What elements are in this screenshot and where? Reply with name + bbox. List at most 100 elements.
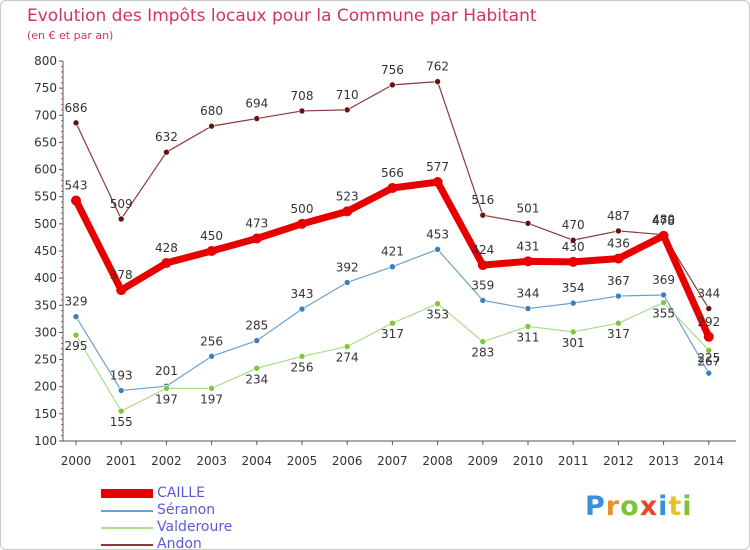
data-point <box>72 313 80 320</box>
data-label: 421 <box>381 245 404 259</box>
data-label: 710 <box>336 88 359 102</box>
data-label: 311 <box>517 330 540 344</box>
data-label: 256 <box>291 360 314 374</box>
data-point <box>705 305 713 312</box>
legend-item-séranon: Séranon <box>101 502 301 519</box>
legend-item-andon: Andon <box>101 536 301 549</box>
x-tick-label: 2007 <box>377 454 408 468</box>
data-label: 509 <box>110 197 133 211</box>
data-label: 355 <box>652 307 675 321</box>
data-label: 424 <box>471 243 494 257</box>
data-point <box>206 246 217 256</box>
y-tick-label: 550 <box>34 190 57 204</box>
x-tick-label: 2004 <box>242 454 273 468</box>
x-tick-label: 2014 <box>694 454 725 468</box>
data-label: 317 <box>381 327 404 341</box>
data-point <box>117 215 125 223</box>
data-point <box>613 253 624 264</box>
data-label: 234 <box>245 372 268 386</box>
data-point <box>389 319 396 327</box>
data-label: 378 <box>110 268 133 282</box>
data-point <box>660 291 667 299</box>
data-point <box>71 195 81 206</box>
data-label: 295 <box>65 339 88 353</box>
data-point <box>253 115 261 122</box>
y-tick-label: 800 <box>34 54 57 68</box>
logo-letter: i <box>682 491 693 522</box>
data-point <box>343 106 351 114</box>
data-label: 344 <box>517 287 540 301</box>
data-point <box>208 353 215 360</box>
data-point <box>343 343 351 350</box>
data-label: 577 <box>426 160 449 174</box>
data-label: 197 <box>200 392 223 406</box>
legend-label: Séranon <box>157 502 216 518</box>
data-point <box>615 227 622 235</box>
y-tick-label: 400 <box>34 271 57 285</box>
y-tick-label: 750 <box>34 81 57 95</box>
data-label: 329 <box>65 295 88 309</box>
data-point <box>163 148 170 156</box>
data-point <box>387 183 398 194</box>
data-label: 256 <box>200 334 223 348</box>
x-tick-label: 2001 <box>106 454 137 468</box>
data-point <box>524 305 532 312</box>
data-point <box>477 260 488 271</box>
data-label: 762 <box>426 60 449 74</box>
data-point <box>703 331 714 342</box>
data-label: 343 <box>291 287 314 301</box>
data-label: 478 <box>652 214 675 228</box>
data-label: 523 <box>336 189 359 203</box>
data-label: 197 <box>155 392 178 406</box>
data-point <box>569 236 577 244</box>
legend-item-caille: CAILLE <box>101 485 301 502</box>
data-point <box>343 279 351 286</box>
data-label: 516 <box>471 193 494 207</box>
data-label: 301 <box>562 336 585 350</box>
data-point <box>434 246 441 253</box>
y-tick-label: 300 <box>34 325 57 339</box>
x-tick-label: 2005 <box>287 454 318 468</box>
legend-swatch <box>101 489 153 498</box>
logo-letter: i <box>658 491 669 522</box>
data-point <box>524 323 532 330</box>
data-label: 392 <box>336 260 359 274</box>
y-tick-label: 250 <box>34 353 57 367</box>
data-point <box>251 233 262 244</box>
chart-subtitle: (en € et par an) <box>27 29 114 42</box>
data-point <box>298 107 306 115</box>
x-tick-label: 2012 <box>603 454 634 468</box>
y-tick-label: 200 <box>34 380 57 394</box>
data-point <box>342 206 353 217</box>
data-label: 501 <box>517 201 540 215</box>
data-label: 470 <box>562 218 585 232</box>
data-point <box>434 300 441 307</box>
x-tick-label: 2003 <box>196 454 227 468</box>
data-point <box>298 353 306 360</box>
data-label: 436 <box>607 237 630 251</box>
data-label: 201 <box>155 364 178 378</box>
data-label: 267 <box>697 354 720 368</box>
data-point <box>389 263 396 271</box>
data-label: 500 <box>291 202 314 216</box>
data-point <box>705 347 713 354</box>
y-tick-label: 350 <box>34 298 57 312</box>
data-point <box>434 78 441 85</box>
data-point <box>569 328 577 336</box>
legend-swatch <box>101 543 153 546</box>
logo-letter: o <box>620 491 640 522</box>
data-point <box>389 81 396 89</box>
x-tick-label: 2013 <box>648 454 679 468</box>
x-tick-label: 2011 <box>558 454 589 468</box>
y-tick-label: 150 <box>34 407 57 421</box>
data-label: 480 <box>652 213 675 227</box>
data-label: 354 <box>562 281 585 295</box>
data-label: 632 <box>155 130 178 144</box>
data-label: 430 <box>562 240 585 254</box>
data-point <box>523 256 533 267</box>
data-label: 225 <box>697 351 720 365</box>
data-point <box>116 285 127 296</box>
data-label: 344 <box>697 287 720 301</box>
